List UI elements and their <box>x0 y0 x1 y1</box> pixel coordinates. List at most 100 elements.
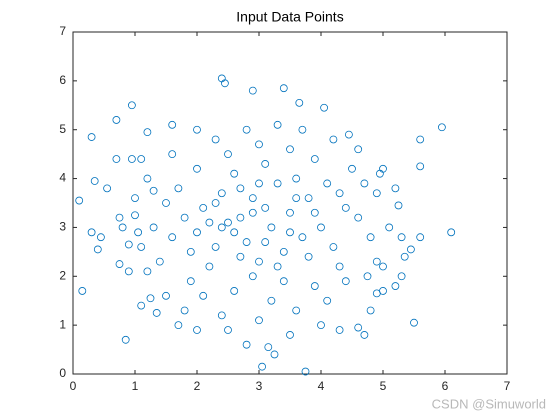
data-point <box>248 272 257 281</box>
data-point <box>87 228 96 237</box>
data-point <box>379 262 387 271</box>
data-point <box>397 233 406 242</box>
y-tick-label: 6 <box>59 73 66 87</box>
data-point <box>146 294 155 303</box>
data-point <box>323 179 332 188</box>
data-point <box>261 160 270 168</box>
data-point <box>323 296 332 305</box>
data-point <box>230 228 239 237</box>
chart-title: Input Data Points <box>236 9 343 25</box>
data-point <box>410 318 418 327</box>
data-point <box>193 125 201 134</box>
data-point <box>224 218 232 227</box>
data-point <box>143 128 152 137</box>
data-point <box>186 277 195 286</box>
data-point <box>379 164 387 173</box>
data-point <box>242 340 251 349</box>
data-point <box>394 201 403 210</box>
data-point <box>205 262 214 271</box>
data-point <box>437 123 446 132</box>
data-point <box>168 120 177 129</box>
data-point <box>75 196 84 205</box>
data-point <box>301 367 310 376</box>
data-point <box>372 189 381 198</box>
data-point <box>230 169 239 178</box>
data-point <box>149 223 158 232</box>
data-point <box>115 213 124 222</box>
data-point <box>286 145 294 154</box>
data-point <box>447 228 456 237</box>
data-point <box>217 189 226 198</box>
data-point <box>320 103 329 112</box>
data-point <box>406 245 415 254</box>
data-point <box>180 306 189 315</box>
data-point <box>134 228 143 237</box>
x-tick-label: 7 <box>504 379 511 393</box>
data-point <box>341 277 350 286</box>
data-point <box>143 174 152 183</box>
data-point <box>242 238 251 246</box>
data-point <box>270 350 279 359</box>
y-tick-label: 1 <box>59 317 66 331</box>
data-point <box>310 208 319 217</box>
x-tick-label: 2 <box>194 379 201 393</box>
data-point <box>292 306 301 315</box>
data-point <box>261 238 270 246</box>
data-point <box>168 150 177 159</box>
data-point <box>366 233 375 242</box>
data-point <box>224 326 232 334</box>
data-point <box>267 296 276 305</box>
data-point <box>90 177 99 185</box>
data-point <box>279 247 288 256</box>
y-tick-label: 7 <box>59 24 66 38</box>
data-point <box>335 262 344 271</box>
data-point <box>131 194 139 203</box>
data-point <box>261 203 270 212</box>
data-point <box>248 208 257 217</box>
x-tick-label: 3 <box>256 379 263 393</box>
data-point <box>317 223 325 232</box>
data-point <box>115 260 124 268</box>
data-point <box>400 252 409 261</box>
data-point <box>255 179 263 188</box>
data-point <box>385 223 394 232</box>
data-point <box>199 203 208 212</box>
data-point <box>391 184 400 193</box>
data-point <box>112 155 121 163</box>
data-point <box>118 223 127 232</box>
data-point <box>143 267 152 276</box>
data-point <box>205 218 214 227</box>
data-point <box>255 257 263 266</box>
data-point <box>273 262 282 271</box>
data-point <box>354 145 363 154</box>
y-tick-label: 2 <box>59 268 66 282</box>
data-point <box>236 213 245 222</box>
data-point <box>360 179 369 188</box>
data-point <box>273 120 282 129</box>
data-point <box>304 194 313 203</box>
data-point <box>174 321 183 330</box>
data-point <box>295 98 304 107</box>
data-point <box>230 287 239 295</box>
data-point <box>292 174 301 183</box>
data-point <box>329 243 338 251</box>
data-point <box>137 301 146 310</box>
x-tick-label: 5 <box>380 379 387 393</box>
data-point <box>224 150 232 159</box>
data-point <box>248 194 257 203</box>
data-point <box>416 135 425 144</box>
data-point <box>372 289 381 298</box>
data-point <box>304 252 313 261</box>
data-point <box>137 155 146 163</box>
data-point <box>103 184 111 193</box>
data-point <box>168 233 177 242</box>
x-tick-label: 6 <box>442 379 449 393</box>
data-point <box>354 323 363 332</box>
data-point <box>279 277 288 286</box>
data-point <box>211 135 220 144</box>
x-tick-label: 4 <box>318 379 325 393</box>
data-point <box>264 343 273 352</box>
data-point <box>211 243 220 251</box>
data-point <box>211 199 220 207</box>
data-point <box>391 282 400 290</box>
